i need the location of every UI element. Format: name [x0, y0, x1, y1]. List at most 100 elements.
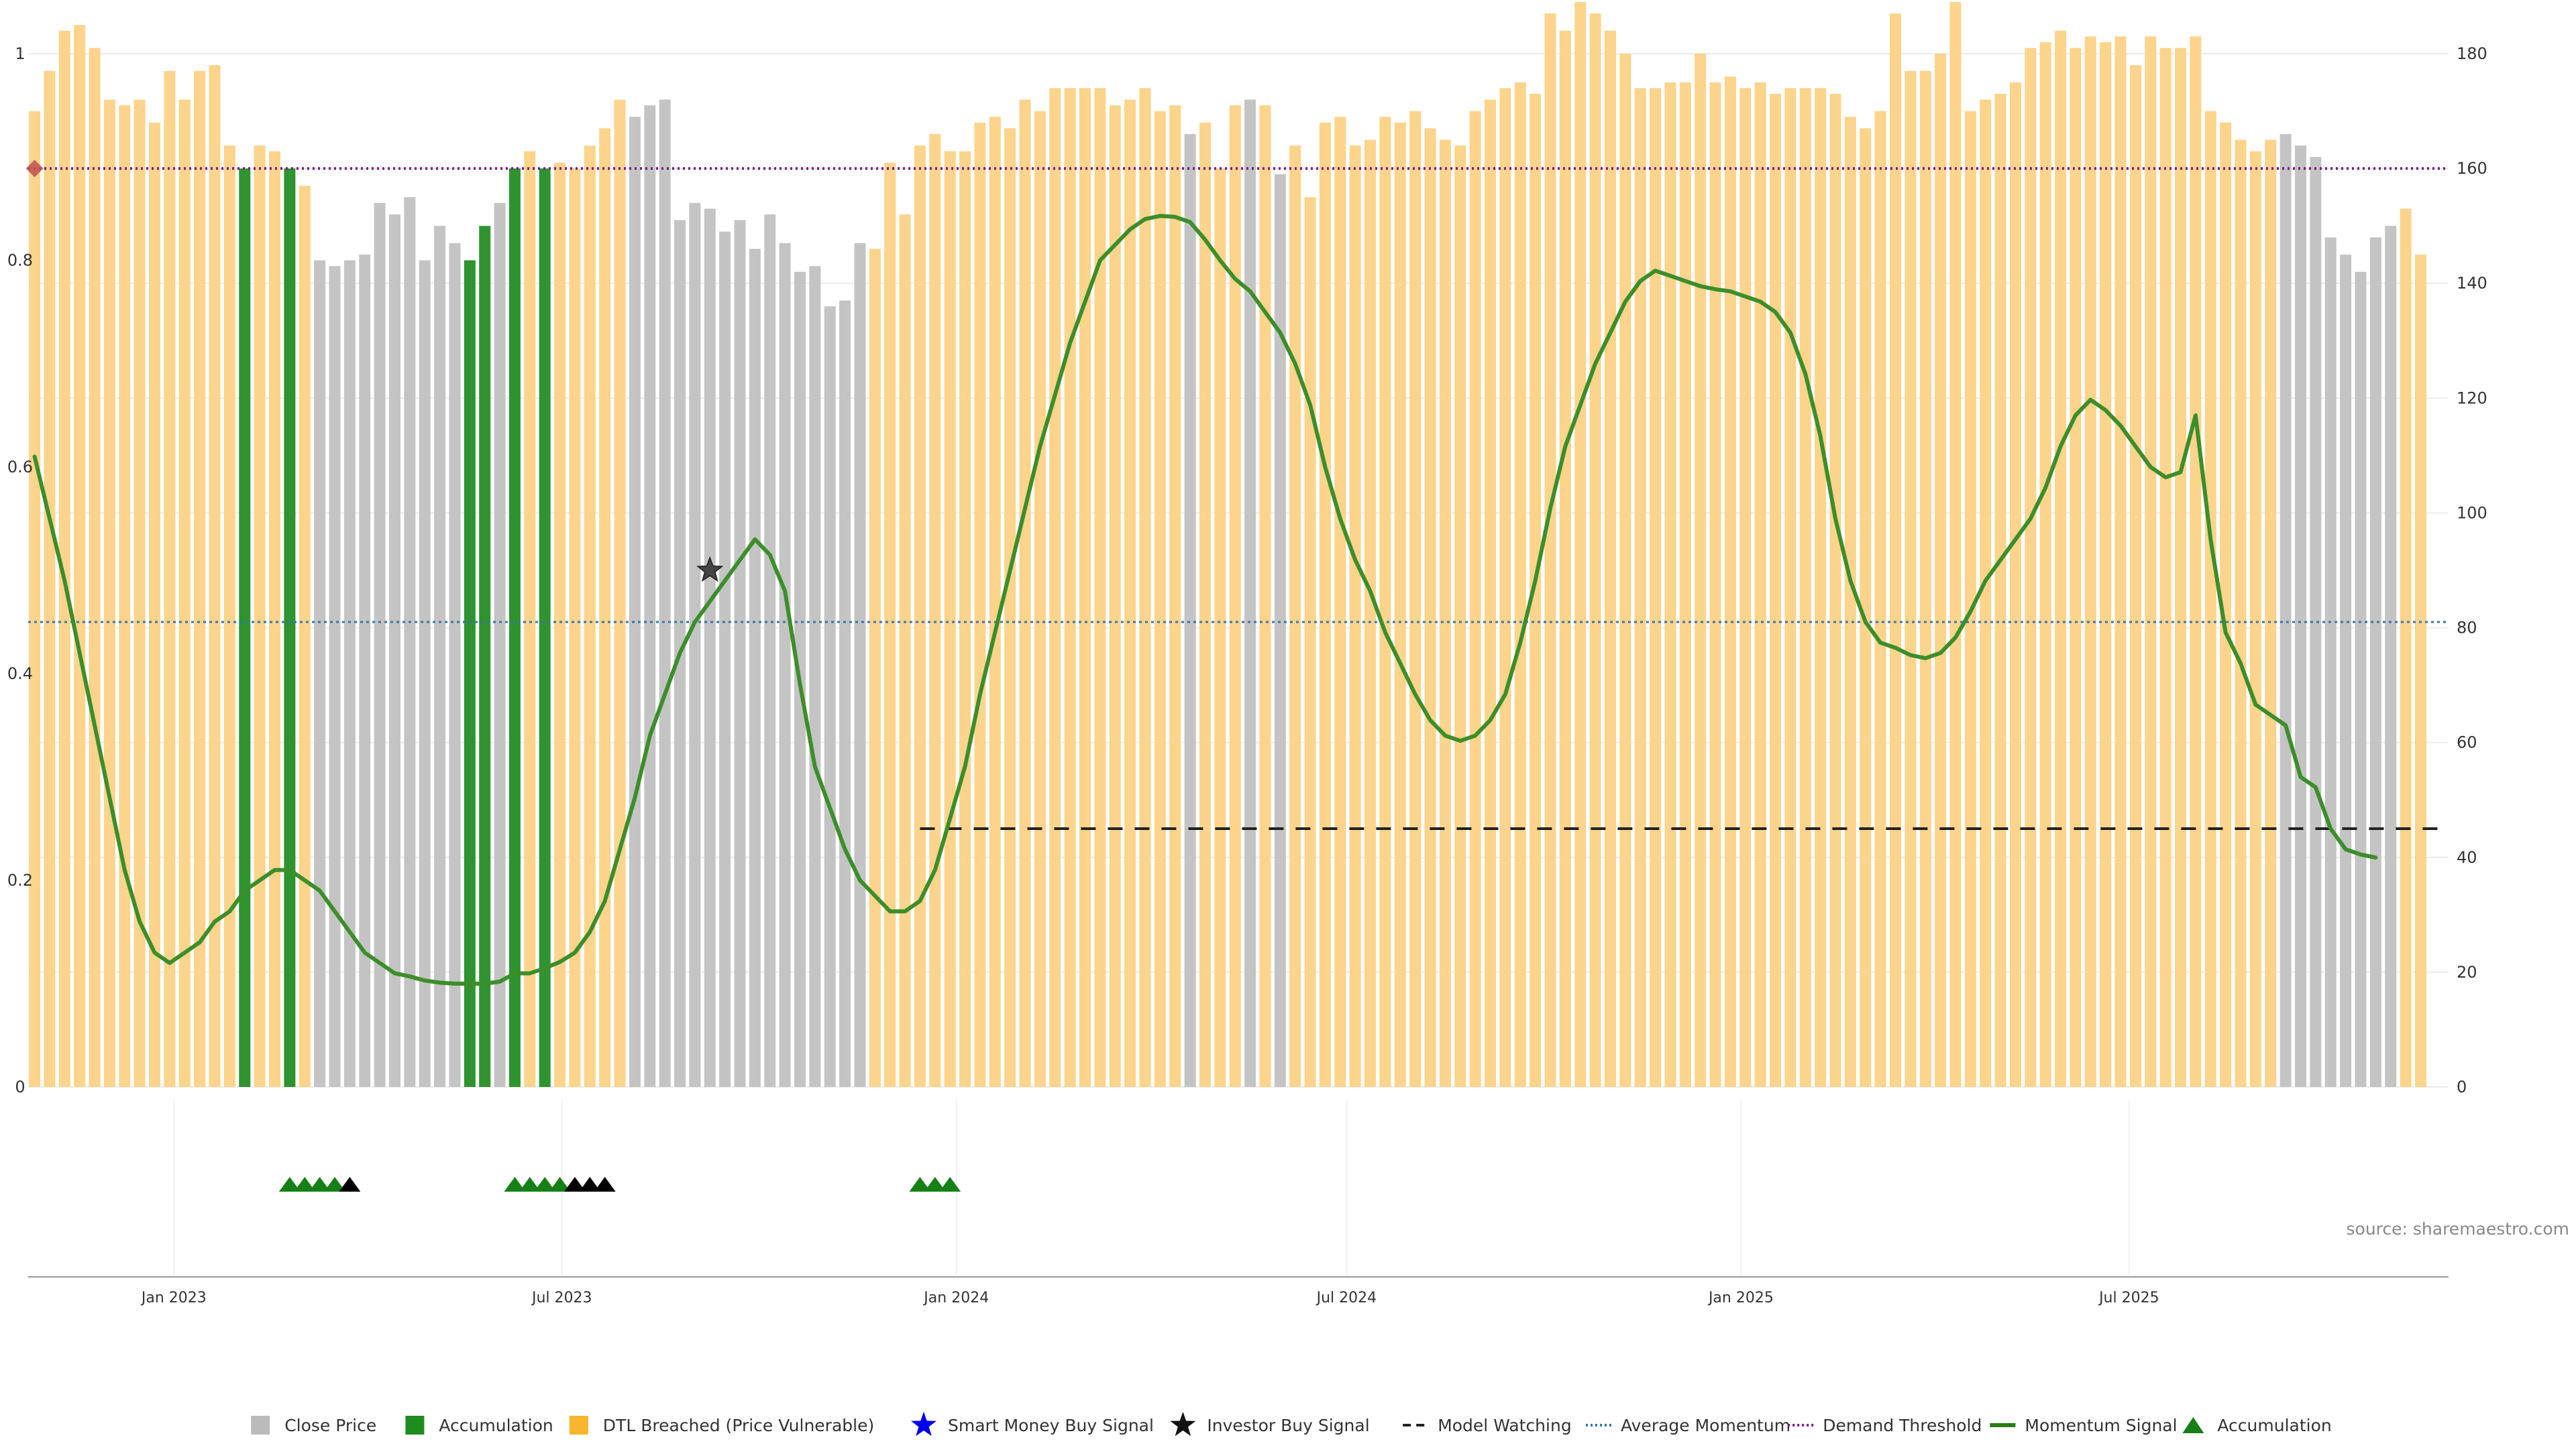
bar-dtl: [1199, 122, 1211, 1088]
bar-dtl: [89, 48, 101, 1087]
bar-dtl: [1994, 93, 2006, 1087]
left-axis-tick: 0.6: [7, 458, 33, 476]
bar-close: [374, 203, 386, 1087]
bar-dtl: [209, 65, 221, 1088]
bar-close: [434, 225, 446, 1088]
bar-dtl: [44, 70, 56, 1088]
bar-dtl: [1514, 82, 1526, 1087]
x-axis-tick: Jan 2023: [140, 1290, 207, 1306]
bar-dtl: [2129, 65, 2141, 1088]
legend-item: Smart Money Buy Signal: [911, 1412, 1154, 1437]
bar-dtl: [1935, 54, 1947, 1087]
source-label: source: sharemaestro.com: [2347, 1219, 2570, 1239]
bar-dtl: [2100, 42, 2112, 1087]
bar-accumulation: [239, 168, 251, 1088]
legend-label: Demand Threshold: [1823, 1416, 1982, 1435]
bar-close: [779, 243, 791, 1087]
bar-close: [494, 203, 506, 1087]
accumulation-marker-triangle: [504, 1177, 526, 1192]
bar-dtl: [1004, 128, 1016, 1088]
investor-marker-triangle: [339, 1177, 361, 1192]
bar-close: [749, 248, 761, 1087]
bar-dtl: [2039, 42, 2051, 1087]
right-axis-tick: 120: [2457, 388, 2487, 407]
legend-star-icon: [911, 1412, 936, 1437]
investor-buy-star: [696, 556, 724, 582]
investor-marker-triangle: [594, 1177, 616, 1192]
legend: Close Price Accumulation DTL Breached (Pri…: [251, 1412, 2332, 1437]
bar-dtl: [1349, 145, 1361, 1087]
bar-close: [404, 197, 416, 1087]
bar-accumulation: [464, 260, 476, 1087]
bar-close: [449, 243, 461, 1087]
bar-dtl: [524, 151, 536, 1087]
bar-dtl: [1874, 111, 1886, 1088]
accumulation-marker-triangle: [519, 1177, 541, 1192]
right-axis-tick: 160: [2457, 159, 2487, 178]
investor-marker-triangle: [564, 1177, 586, 1192]
accumulation-marker-triangle: [278, 1177, 301, 1192]
bar-close: [764, 214, 776, 1087]
bar-dtl: [914, 145, 926, 1087]
bar-dtl: [1409, 111, 1421, 1088]
bar-dtl: [1604, 30, 1616, 1087]
bar-close: [689, 203, 701, 1087]
left-axis-tick: 0.4: [7, 664, 33, 683]
bar-dtl: [959, 151, 971, 1087]
bar-dtl: [1904, 70, 1917, 1088]
bar-accumulation: [284, 168, 296, 1088]
bar-dtl: [1379, 117, 1391, 1088]
bar-dtl: [2190, 36, 2202, 1087]
legend-star-icon: [1170, 1412, 1196, 1437]
right-axis-tick: 40: [2457, 848, 2477, 867]
bar-dtl: [1259, 105, 1271, 1087]
bar-dtl: [1949, 2, 1962, 1087]
bar-dtl: [1650, 88, 1662, 1087]
bar-dtl: [1439, 140, 1451, 1087]
bar-dtl: [299, 185, 311, 1087]
legend-label: Investor Buy Signal: [1207, 1416, 1369, 1435]
legend-square-icon: [251, 1416, 270, 1435]
legend-label: DTL Breached (Price Vulnerable): [603, 1416, 874, 1435]
bar-close: [629, 117, 641, 1088]
bar-dtl: [1574, 2, 1587, 1087]
bar-accumulation: [508, 168, 521, 1088]
bar-dtl: [1829, 93, 1841, 1087]
investor-marker-triangle: [579, 1177, 601, 1192]
bar-dtl: [1034, 111, 1046, 1088]
legend-item: Close Price: [251, 1416, 376, 1435]
bar-dtl: [1049, 88, 1061, 1087]
bar-dtl: [2055, 30, 2067, 1087]
bar-dtl: [2235, 140, 2247, 1087]
right-axis-tick: 100: [2457, 503, 2487, 522]
legend-triangle-icon: [2182, 1417, 2204, 1433]
x-axis-tick: Jul 2025: [2098, 1290, 2159, 1306]
legend-item: Accumulation: [405, 1416, 553, 1435]
bar-dtl: [1394, 122, 1406, 1088]
x-axis-tick: Jan 2025: [1707, 1290, 1774, 1306]
bar-dtl: [149, 122, 161, 1088]
bar-close: [659, 99, 671, 1087]
bar-dtl: [1844, 117, 1856, 1088]
bar-dtl: [1784, 88, 1796, 1087]
momentum-signal-line: [32, 213, 2378, 986]
bar-dtl: [1124, 99, 1136, 1087]
bar-dtl: [2265, 140, 2277, 1087]
x-axis-tick: Jul 2023: [531, 1290, 592, 1306]
bar-dtl: [2114, 36, 2127, 1087]
legend-item: Demand Threshold: [1788, 1416, 1982, 1435]
bar-dtl: [119, 105, 131, 1087]
bar-dtl: [2145, 36, 2157, 1087]
bar-close: [824, 306, 836, 1087]
x-axis-tick: Jan 2024: [922, 1290, 989, 1306]
bar-dtl: [1754, 82, 1766, 1087]
bar-dtl: [1724, 76, 1736, 1088]
legend-label: Close Price: [284, 1416, 376, 1435]
legend-label: Average Momentum: [1621, 1416, 1790, 1435]
bar-dtl: [1109, 105, 1121, 1087]
accumulation-marker-triangle: [534, 1177, 556, 1192]
bar-dtl: [869, 248, 881, 1087]
right-axis-tick: 140: [2457, 274, 2487, 293]
bar-dtl: [1484, 99, 1497, 1087]
bar-dtl: [1664, 82, 1676, 1087]
